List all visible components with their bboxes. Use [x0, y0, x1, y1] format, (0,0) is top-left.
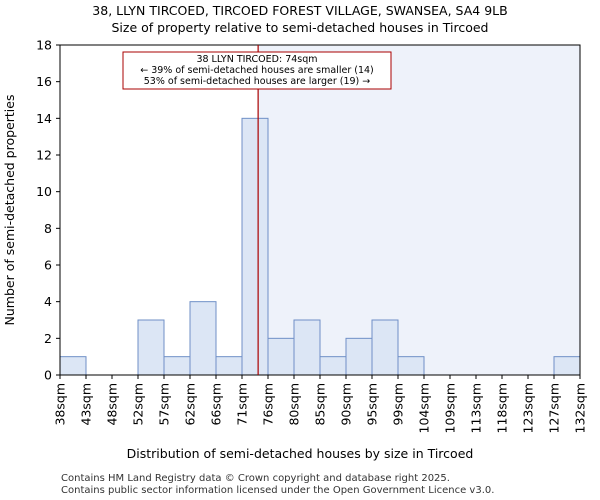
x-tick-label: 127sqm	[547, 383, 562, 433]
y-tick-label: 14	[36, 111, 52, 126]
x-tick-label: 85sqm	[313, 383, 328, 426]
bar	[189, 301, 217, 376]
x-tick-label: 118sqm	[495, 383, 510, 433]
bar	[319, 356, 347, 376]
bar	[397, 356, 425, 376]
y-axis-label: Number of semi-detached properties	[2, 95, 17, 326]
x-tick-label: 66sqm	[209, 383, 224, 426]
bar	[371, 319, 399, 376]
x-tick-label: 95sqm	[365, 383, 380, 426]
x-tick-label: 62sqm	[183, 383, 198, 426]
y-tick-label: 2	[44, 331, 52, 346]
x-tick-label: 109sqm	[443, 383, 458, 433]
x-tick-label: 43sqm	[79, 383, 94, 426]
bar	[59, 356, 87, 376]
y-tick-label: 16	[36, 74, 52, 89]
x-tick-label: 57sqm	[157, 383, 172, 426]
y-tick-label: 18	[36, 38, 52, 53]
annotation-line-3: 53% of semi-detached houses are larger (…	[144, 76, 371, 87]
y-tick-label: 8	[44, 221, 52, 236]
annotation-border	[122, 51, 392, 90]
chart-subtitle: Size of property relative to semi-detach…	[111, 20, 488, 35]
bar	[137, 319, 165, 376]
annotation-line-1: 38 LLYN TIRCOED: 74sqm	[196, 54, 317, 65]
x-tick-label: 99sqm	[391, 383, 406, 426]
bar	[553, 356, 581, 376]
x-tick-label: 48sqm	[105, 383, 120, 426]
footer-line-1: Contains HM Land Registry data © Crown c…	[61, 473, 450, 484]
bar	[293, 319, 321, 376]
y-tick-label: 0	[44, 368, 52, 383]
x-tick-label: 132sqm	[573, 383, 588, 433]
bar	[215, 356, 243, 376]
x-axis-label: Distribution of semi-detached houses by …	[127, 446, 474, 461]
bar	[267, 337, 295, 376]
x-tick-label: 71sqm	[235, 383, 250, 426]
x-tick-label: 52sqm	[131, 383, 146, 426]
bar	[163, 356, 191, 376]
x-tick-label: 80sqm	[287, 383, 302, 426]
x-tick-label: 90sqm	[339, 383, 354, 426]
y-tick-label: 6	[44, 258, 52, 273]
bar	[345, 337, 373, 376]
footer-line-2: Contains public sector information licen…	[61, 485, 495, 496]
x-tick-label: 76sqm	[261, 383, 276, 426]
x-tick-label: 104sqm	[417, 383, 432, 433]
chart-title: 38, LLYN TIRCOED, TIRCOED FOREST VILLAGE…	[92, 3, 507, 18]
annotation-box: 38 LLYN TIRCOED: 74sqm ← 39% of semi-det…	[122, 51, 392, 90]
annotation-line-2: ← 39% of semi-detached houses are smalle…	[140, 65, 374, 76]
x-tick-label: 123sqm	[521, 383, 536, 433]
bar	[241, 117, 269, 376]
y-tick-label: 12	[36, 148, 52, 163]
x-tick-label: 113sqm	[469, 383, 484, 433]
y-tick-label: 10	[36, 184, 52, 199]
x-tick-label: 38sqm	[53, 383, 68, 426]
y-tick-label: 4	[44, 294, 52, 309]
